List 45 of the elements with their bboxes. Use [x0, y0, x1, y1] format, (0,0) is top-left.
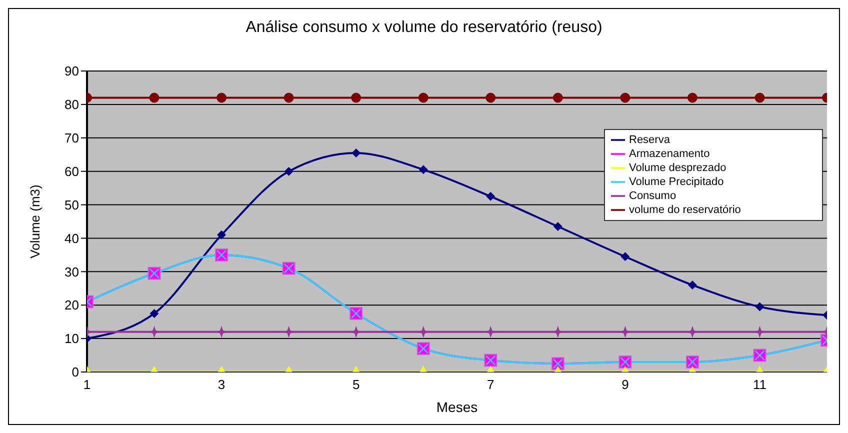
y-axis-title: Volume (m3): [28, 184, 43, 258]
y-tick-label: 10: [64, 331, 79, 346]
y-tick-label: 90: [64, 64, 79, 79]
point: [149, 92, 160, 103]
x-tick-label: 9: [622, 377, 629, 392]
y-tick-label: 30: [64, 264, 79, 280]
point: [352, 148, 361, 158]
point: [688, 280, 697, 290]
point: [553, 222, 562, 232]
x-tick-label: 3: [218, 377, 226, 392]
legend-label: Volume desprezado: [629, 162, 726, 174]
x-tick-label: 7: [487, 377, 494, 392]
y-tick-label: 70: [64, 130, 79, 146]
point: [217, 230, 226, 240]
legend-label: volume do reservatório: [629, 204, 741, 216]
point: [754, 92, 765, 103]
x-tick-label: 1: [83, 377, 91, 392]
point: [620, 92, 630, 103]
point: [687, 92, 698, 103]
point: [150, 308, 159, 318]
y-tick-label: 60: [64, 164, 79, 179]
legend-label: Armazenamento: [629, 148, 710, 160]
y-tick-label: 80: [64, 97, 79, 112]
point: [486, 192, 496, 201]
y-tick-label: 40: [64, 230, 79, 246]
point: [418, 92, 428, 103]
point: [418, 165, 428, 174]
x-axis-title: Meses: [436, 399, 478, 415]
y-tick-label: 0: [72, 364, 79, 380]
legend-label: Reserva: [629, 134, 670, 146]
x-tick-label: 11: [752, 377, 766, 392]
point: [216, 92, 227, 103]
x-tick-label: 5: [352, 377, 360, 392]
chart-title: Análise consumo x volume do reservatório (reuso): [244, 19, 604, 37]
point: [552, 92, 563, 103]
point: [620, 252, 630, 262]
legend-label: Volume Precipitado: [629, 176, 724, 188]
legend-label: Consumo: [629, 190, 676, 202]
y-tick-label: 50: [64, 197, 79, 212]
point: [486, 92, 496, 103]
point: [351, 92, 362, 103]
point: [284, 92, 294, 103]
point: [755, 302, 764, 312]
y-tick-label: 20: [64, 298, 79, 313]
point: [284, 166, 294, 176]
